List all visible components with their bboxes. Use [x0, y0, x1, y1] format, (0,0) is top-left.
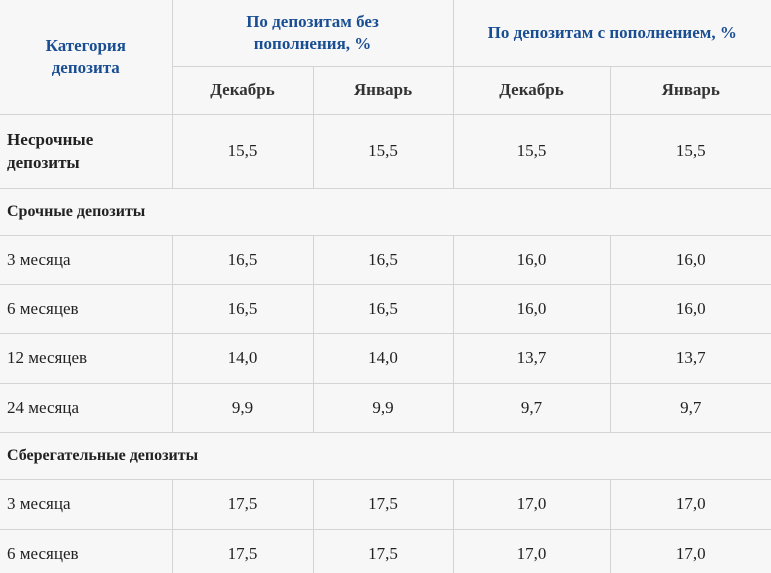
- table-cell: 16,5: [312, 234, 454, 285]
- table-cell: 16,0: [609, 283, 771, 334]
- table-row: 6 месяцев 17,5 17,5 17,0 17,0: [0, 528, 771, 573]
- table-cell: 9,7: [452, 382, 611, 433]
- table-cell: 16,0: [452, 234, 611, 285]
- table-cell: 9,9: [312, 382, 454, 433]
- table-cell: 17,5: [312, 478, 454, 530]
- header-category-text: Категория депозита: [45, 35, 126, 77]
- header-category: Категория депозита: [0, 0, 173, 115]
- table-cell: 15,5: [609, 113, 771, 189]
- table-cell: 17,5: [312, 528, 454, 573]
- table-cell: 14,0: [171, 332, 314, 384]
- row-label: Несрочные депозиты: [0, 113, 173, 189]
- table-cell: 13,7: [452, 332, 611, 384]
- table-cell: 9,7: [609, 382, 771, 433]
- row-label-text: Несрочные депозиты: [7, 130, 94, 172]
- row-label: 6 месяцев: [0, 528, 173, 573]
- section-row: Сберегательные депозиты: [0, 431, 771, 480]
- table-row: 24 месяца 9,9 9,9 9,7 9,7: [0, 382, 771, 433]
- header-month: Январь: [312, 65, 454, 115]
- table-cell: 15,5: [312, 113, 454, 189]
- header-month: Январь: [609, 65, 771, 115]
- table-cell: 17,5: [171, 478, 314, 530]
- table-cell: 17,0: [452, 528, 611, 573]
- table-cell: 16,5: [312, 283, 454, 334]
- table-row: 3 месяца 17,5 17,5 17,0 17,0: [0, 478, 771, 530]
- row-label: 3 месяца: [0, 234, 173, 285]
- table-cell: 17,0: [609, 478, 771, 530]
- table-cell: 16,5: [171, 283, 314, 334]
- table-cell: 16,0: [609, 234, 771, 285]
- header-month: Декабрь: [452, 65, 611, 115]
- table-row: 3 месяца 16,5 16,5 16,0 16,0: [0, 234, 771, 285]
- table-cell: 14,0: [312, 332, 454, 384]
- section-label: Срочные депозиты: [0, 187, 771, 236]
- section-label: Сберегательные депозиты: [0, 431, 771, 480]
- table-cell: 16,5: [171, 234, 314, 285]
- table-cell: 15,5: [171, 113, 314, 189]
- table-row: 12 месяцев 14,0 14,0 13,7 13,7: [0, 332, 771, 384]
- table-cell: 17,0: [609, 528, 771, 573]
- row-label: 24 месяца: [0, 382, 173, 433]
- row-label: 3 месяца: [0, 478, 173, 530]
- header-month: Декабрь: [172, 65, 314, 115]
- row-label: 12 месяцев: [0, 332, 173, 384]
- table-cell: 15,5: [452, 113, 611, 189]
- table-cell: 13,7: [609, 332, 771, 384]
- table-cell: 16,0: [452, 283, 611, 334]
- header-group-no-topup-text: По депозитам без пополнения, %: [246, 11, 379, 53]
- table-cell: 9,9: [171, 382, 314, 433]
- header-group-no-topup: По депозитам без пополнения, %: [171, 0, 454, 67]
- table-cell: 17,5: [171, 528, 314, 573]
- header-row-groups: Категория депозита По депозитам без попо…: [0, 0, 771, 115]
- table-row: Несрочные депозиты 15,5 15,5 15,5 15,5: [0, 113, 771, 189]
- header-group-topup: По депозитам с пополнением, %: [452, 0, 771, 67]
- table-row: 6 месяцев 16,5 16,5 16,0 16,0: [0, 283, 771, 334]
- row-label: 6 месяцев: [0, 283, 173, 334]
- section-row: Срочные депозиты: [0, 187, 771, 236]
- table-cell: 17,0: [452, 478, 611, 530]
